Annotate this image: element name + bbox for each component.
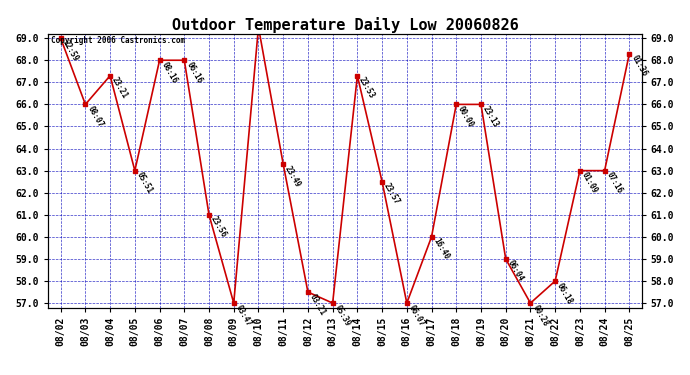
Text: 03:21: 03:21 bbox=[308, 292, 327, 316]
Text: 06:16: 06:16 bbox=[184, 60, 204, 85]
Text: 01:09: 01:09 bbox=[580, 171, 599, 195]
Text: 06:07: 06:07 bbox=[407, 303, 426, 328]
Text: 23:21: 23:21 bbox=[110, 76, 130, 100]
Text: Copyright 2006 Castronics.com: Copyright 2006 Castronics.com bbox=[51, 36, 186, 45]
Text: 00:28: 00:28 bbox=[531, 303, 550, 328]
Text: 22:59: 22:59 bbox=[61, 38, 80, 63]
Text: 00:00: 00:00 bbox=[456, 104, 475, 129]
Text: 05:51: 05:51 bbox=[135, 171, 154, 195]
Text: 23:13: 23:13 bbox=[481, 104, 500, 129]
Text: 05:39: 05:39 bbox=[333, 303, 352, 328]
Text: 07:16: 07:16 bbox=[604, 171, 624, 195]
Text: 08:16: 08:16 bbox=[159, 60, 179, 85]
Text: 23:53: 23:53 bbox=[357, 76, 377, 100]
Text: 06:04: 06:04 bbox=[506, 259, 525, 284]
Text: 06:18: 06:18 bbox=[555, 281, 575, 306]
Text: 23:56: 23:56 bbox=[209, 215, 228, 239]
Text: 22:05: 22:05 bbox=[0, 374, 1, 375]
Text: 23:49: 23:49 bbox=[283, 164, 302, 189]
Text: 16:40: 16:40 bbox=[431, 237, 451, 261]
Text: 01:36: 01:36 bbox=[629, 54, 649, 78]
Title: Outdoor Temperature Daily Low 20060826: Outdoor Temperature Daily Low 20060826 bbox=[172, 16, 518, 33]
Text: 23:57: 23:57 bbox=[382, 182, 402, 206]
Text: 03:47: 03:47 bbox=[234, 303, 253, 328]
Text: 08:07: 08:07 bbox=[86, 104, 105, 129]
